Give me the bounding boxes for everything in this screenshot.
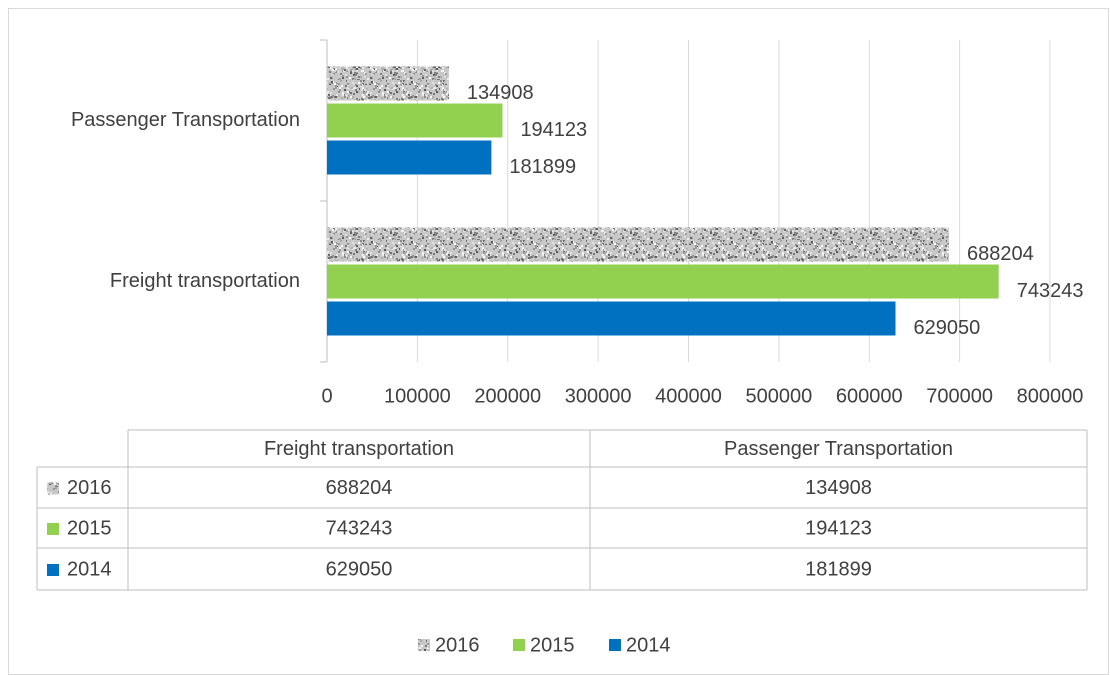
bar <box>327 301 896 336</box>
legend-label: 2015 <box>530 634 575 656</box>
data-label: 194123 <box>520 119 587 141</box>
y-tick-label: Freight transportation <box>110 270 300 292</box>
table-row-label: 2016 <box>67 477 112 499</box>
table-cell: 134908 <box>805 477 872 499</box>
x-tick-label: 100000 <box>384 385 451 407</box>
data-label: 629050 <box>914 317 981 339</box>
y-tick-label: Passenger Transportation <box>71 109 300 131</box>
bar <box>327 227 949 262</box>
x-tick-label: 300000 <box>565 385 632 407</box>
table-cell: 194123 <box>805 517 872 539</box>
x-tick-label: 0 <box>321 385 332 407</box>
table-legend-key <box>47 523 59 535</box>
x-tick-label: 600000 <box>836 385 903 407</box>
table-row-label: 2014 <box>67 558 112 580</box>
legend-key <box>513 639 525 651</box>
table-legend-key <box>47 482 59 495</box>
x-tick-label: 500000 <box>746 385 813 407</box>
x-tick-label: 200000 <box>474 385 541 407</box>
legend-label: 2014 <box>626 634 671 656</box>
bar <box>327 66 449 101</box>
table-row-label: 2015 <box>67 517 112 539</box>
chart-frame <box>8 8 1109 675</box>
data-label: 134908 <box>467 82 534 104</box>
x-tick-label: 400000 <box>655 385 722 407</box>
table-header: Passenger Transportation <box>724 438 953 460</box>
table-cell: 743243 <box>326 517 393 539</box>
table-cell: 181899 <box>805 558 872 580</box>
data-label: 688204 <box>967 243 1034 265</box>
table-cell: 688204 <box>326 477 393 499</box>
x-tick-label: 700000 <box>926 385 993 407</box>
data-label: 743243 <box>1017 280 1084 302</box>
bar <box>327 103 503 138</box>
table-header: Freight transportation <box>264 438 454 460</box>
legend-label: 2016 <box>435 634 480 656</box>
x-tick-label: 800000 <box>1017 385 1084 407</box>
table-cell: 629050 <box>326 558 393 580</box>
data-label: 181899 <box>509 156 576 178</box>
legend-key <box>609 639 621 651</box>
table-legend-key <box>47 564 59 576</box>
legend-key <box>418 639 430 651</box>
bar <box>327 140 492 175</box>
bar <box>327 264 999 299</box>
